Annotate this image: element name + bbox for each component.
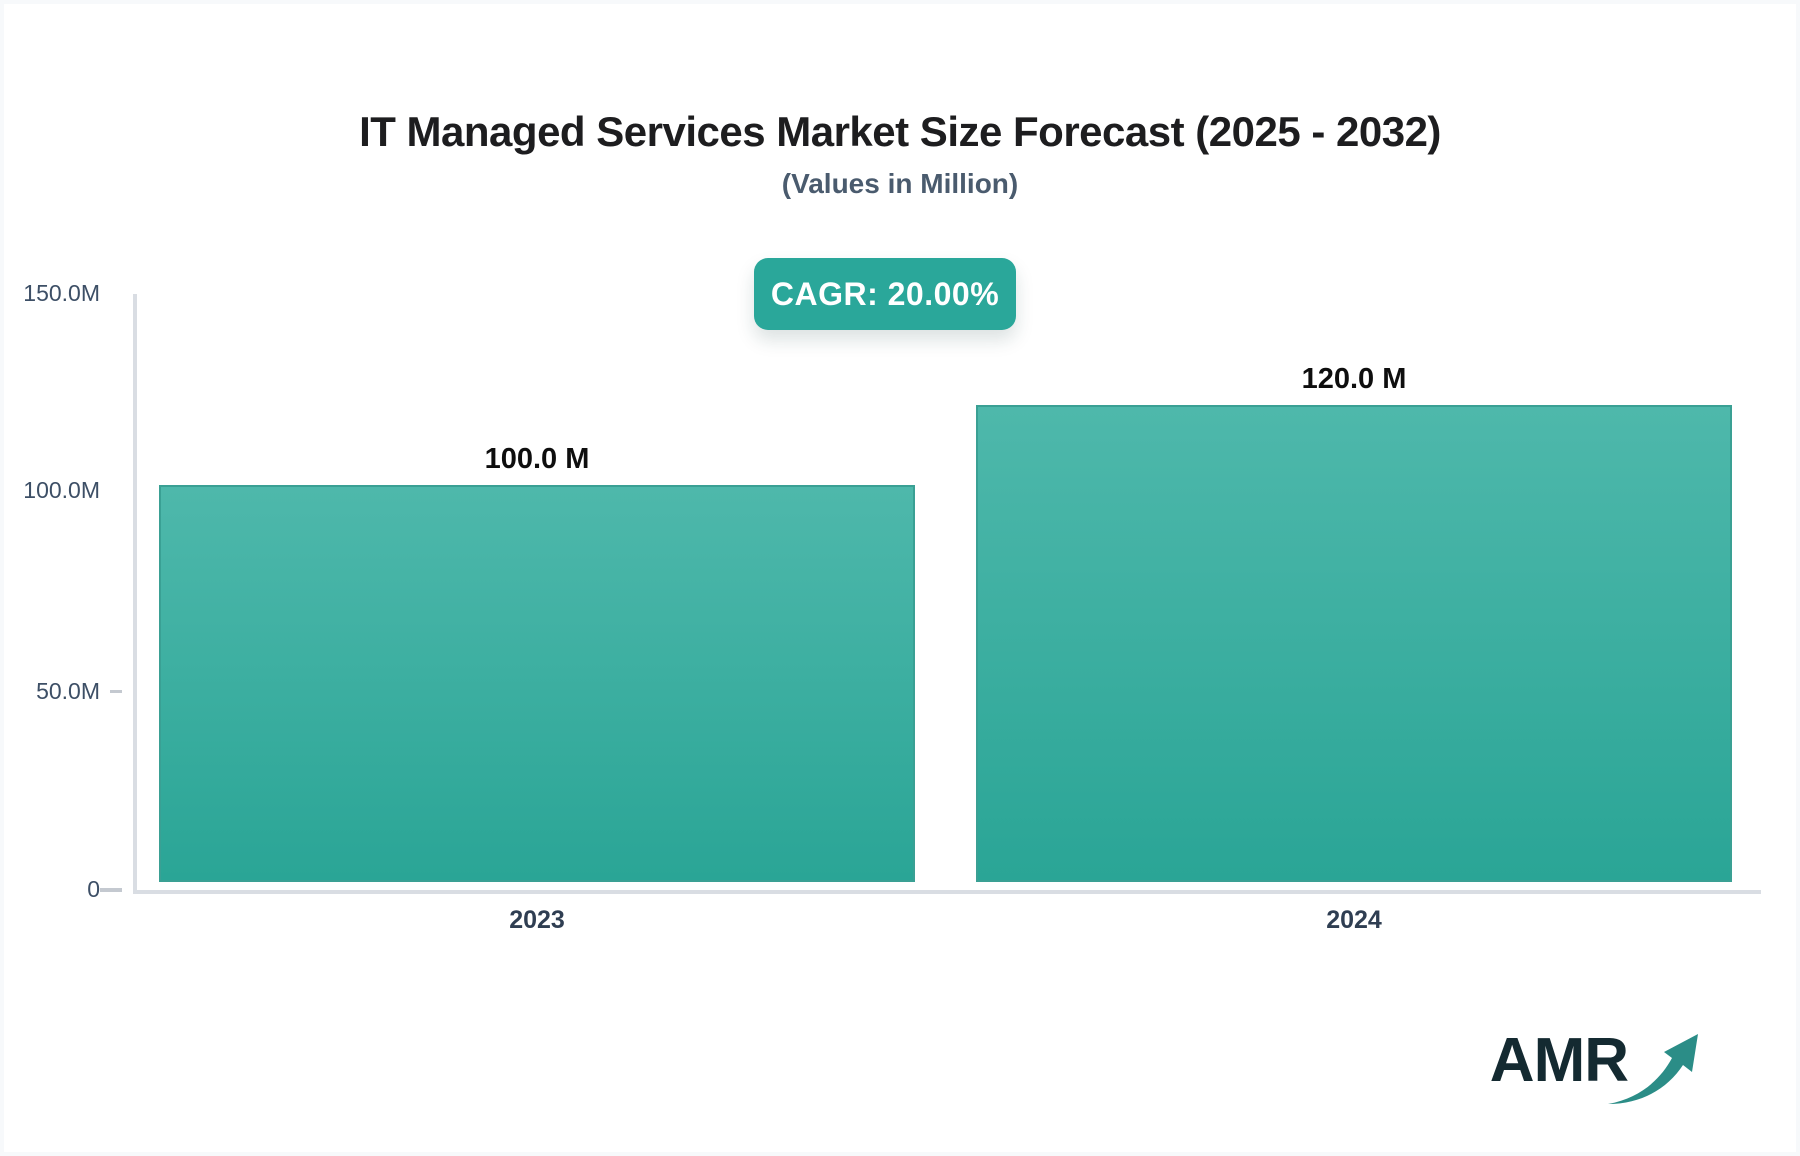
x-axis-line	[133, 890, 1761, 894]
bar-2023[interactable]	[159, 485, 915, 882]
y-axis-line	[133, 294, 137, 892]
bar-group-2023: 100.0 M	[159, 443, 915, 882]
cagr-badge: CAGR: 20.00%	[754, 258, 1016, 330]
y-tick-50	[110, 690, 122, 693]
x-axis-label-2024: 2024	[1326, 906, 1382, 934]
amr-logo: AMR	[1490, 1030, 1708, 1108]
chart-title: IT Managed Services Market Size Forecast…	[359, 108, 1441, 155]
amr-logo-text: AMR	[1489, 1026, 1629, 1095]
y-tick-0	[100, 888, 122, 892]
bar-2024[interactable]	[976, 405, 1732, 882]
y-axis-label-0: 0	[87, 876, 100, 902]
y-axis-label-50: 50.0M	[36, 678, 100, 704]
y-axis-label-150: 150.0M	[23, 280, 100, 306]
x-axis-label-2023: 2023	[509, 906, 565, 934]
bar-group-2024: 120.0 M	[976, 363, 1732, 882]
y-axis-label-100: 100.0M	[23, 477, 100, 503]
chart-subtitle: (Values in Million)	[781, 168, 1019, 199]
trend-up-arrow-icon	[1608, 1034, 1698, 1104]
bar-value-label-2024: 120.0 M	[1301, 363, 1407, 395]
bar-value-label-2023: 100.0 M	[484, 443, 590, 475]
